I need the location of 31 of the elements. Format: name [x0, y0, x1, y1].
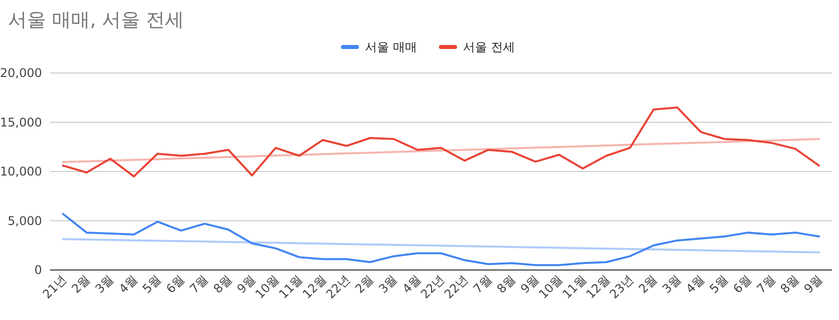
- x-tick-label: 9월: [801, 272, 826, 296]
- x-tick-label: 3월: [92, 272, 116, 296]
- chart-title: 서울 매매, 서울 전세: [8, 9, 184, 31]
- line-series: [62, 238, 820, 254]
- x-tick-label: 7월: [470, 272, 494, 296]
- x-tick-label: 4월: [683, 272, 707, 296]
- y-tick-label: 0: [34, 263, 42, 277]
- x-tick-label: 2월: [68, 272, 93, 296]
- y-tick-label: 10,000: [0, 164, 42, 178]
- x-tick-label: 7월: [754, 272, 778, 296]
- legend-label: 서울 전세: [463, 40, 515, 54]
- x-tick-label: 4월: [116, 272, 140, 296]
- line-series: [62, 212, 820, 266]
- x-tick-label: 7월: [187, 272, 211, 296]
- x-tick-label: 3월: [376, 272, 400, 296]
- x-tick-label: 8월: [778, 272, 802, 296]
- x-tick-label: 2월: [636, 272, 660, 296]
- x-tick-label: 5월: [140, 272, 164, 296]
- line-series: [62, 106, 820, 178]
- y-tick-label: 5,000: [8, 214, 42, 228]
- y-tick-label: 15,000: [0, 115, 42, 130]
- line-series: [62, 138, 820, 164]
- x-tick-label: 6월: [730, 272, 754, 296]
- x-tick-label: 6월: [163, 272, 188, 296]
- x-tick-label: 3월: [660, 272, 684, 296]
- x-tick-label: 5월: [706, 272, 731, 296]
- legend-label: 서울 매매: [365, 40, 417, 54]
- y-tick-label: 20,000: [0, 66, 42, 80]
- x-tick-label: 8월: [494, 272, 518, 296]
- x-tick-label: 2월: [352, 272, 376, 296]
- x-tick-label: 8월: [210, 272, 234, 296]
